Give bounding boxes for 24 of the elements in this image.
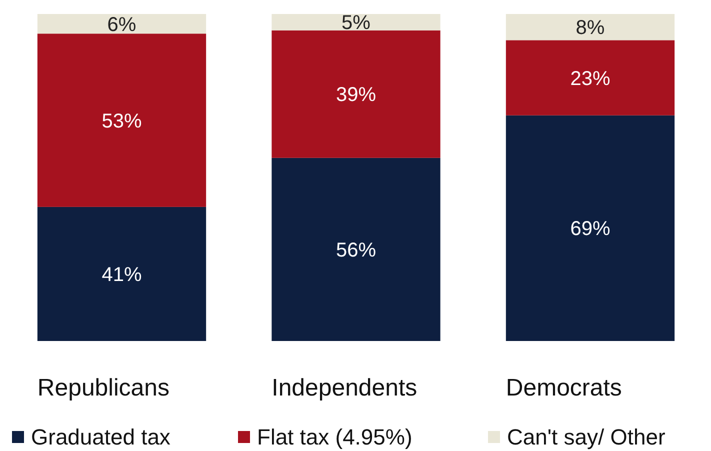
x-tick-label: Democrats bbox=[506, 374, 622, 402]
legend-label: Graduated tax bbox=[31, 424, 170, 450]
bar bbox=[37, 206, 206, 341]
data-label: 6% bbox=[107, 14, 136, 36]
bar bbox=[37, 34, 206, 207]
data-label: 53% bbox=[102, 110, 142, 132]
bar bbox=[37, 14, 206, 34]
data-label: 8% bbox=[576, 17, 605, 40]
data-label: 56% bbox=[336, 239, 376, 262]
data-label: 69% bbox=[570, 218, 610, 240]
bar bbox=[506, 40, 675, 116]
data-label: 5% bbox=[342, 12, 371, 34]
bar bbox=[506, 14, 675, 40]
x-tick-label: Independents bbox=[272, 374, 418, 402]
data-label: 41% bbox=[102, 264, 142, 286]
bar bbox=[272, 14, 440, 30]
legend-label: Flat tax (4.95%) bbox=[257, 424, 412, 450]
data-label: 23% bbox=[570, 68, 610, 90]
bar bbox=[506, 115, 675, 341]
legend-label: Can't say/ Other bbox=[507, 424, 666, 450]
x-tick-label: Republicans bbox=[37, 374, 170, 402]
data-label: 39% bbox=[336, 84, 376, 106]
bar bbox=[272, 30, 440, 158]
bar bbox=[272, 158, 440, 341]
